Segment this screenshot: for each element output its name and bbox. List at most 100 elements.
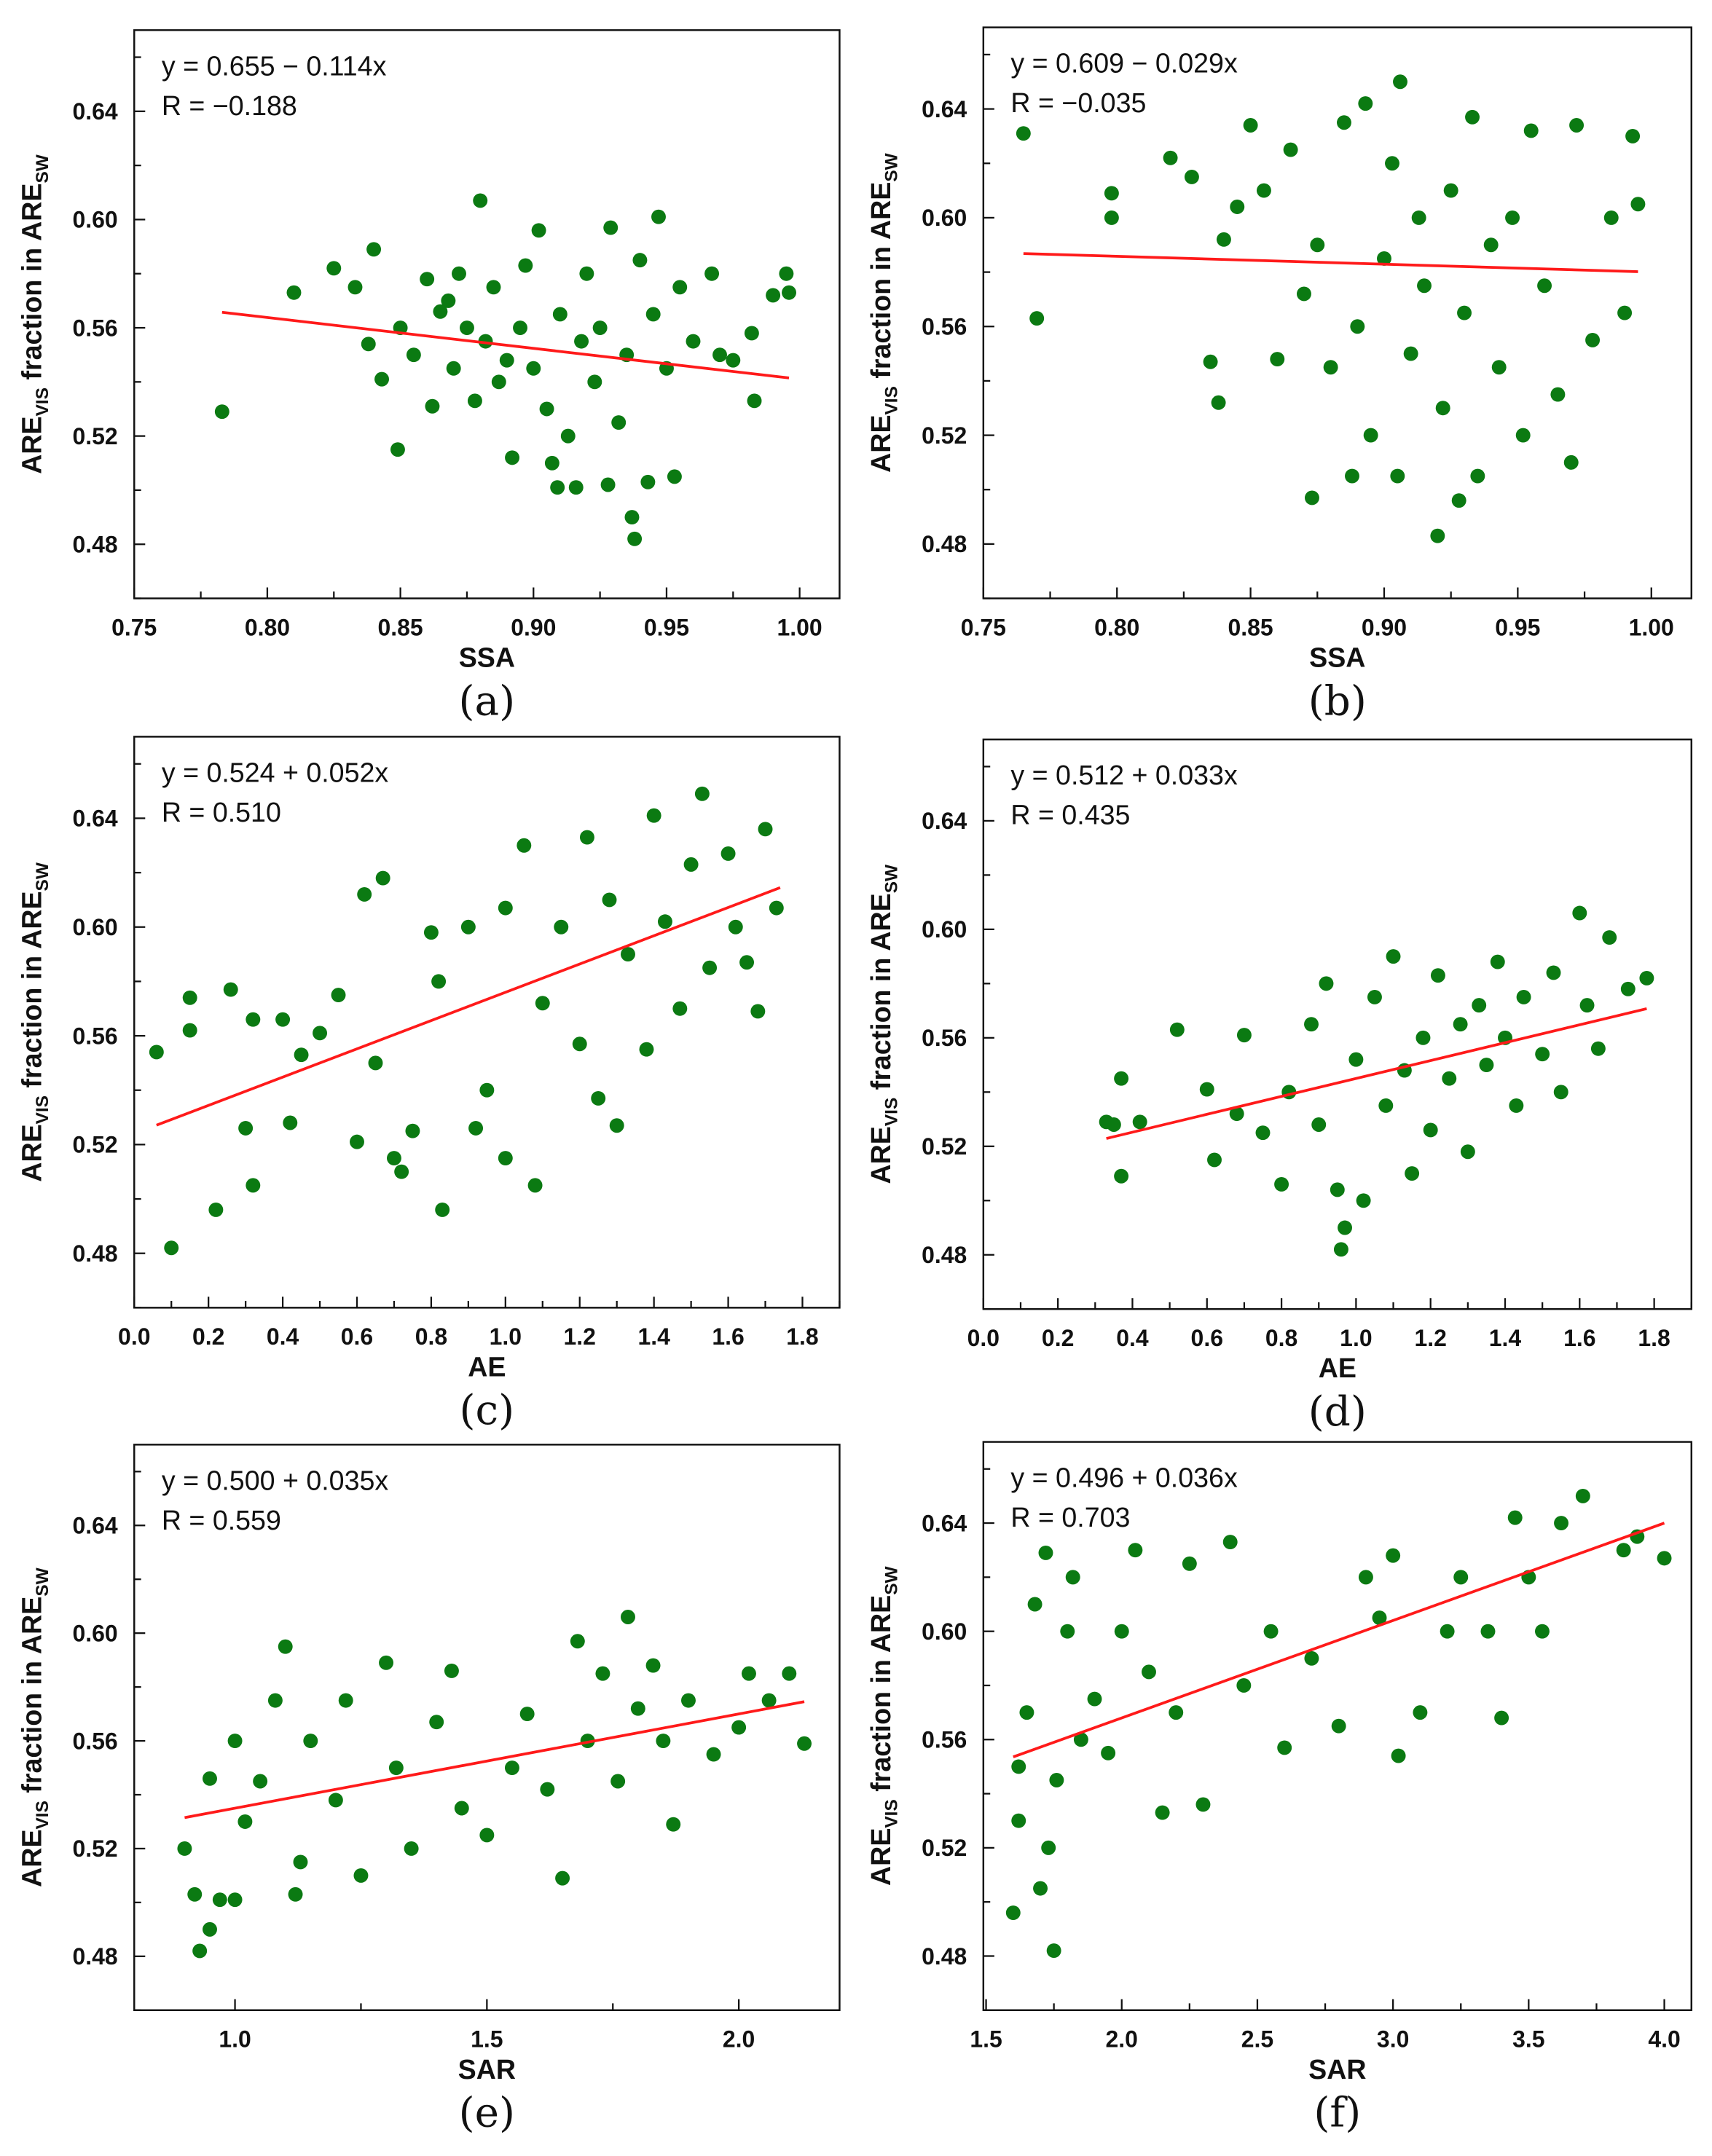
data-point — [1494, 1710, 1509, 1726]
data-point — [1430, 528, 1445, 543]
data-point — [286, 285, 302, 300]
data-point — [1229, 1106, 1244, 1122]
data-point — [1579, 998, 1595, 1013]
data-point — [227, 1892, 243, 1908]
x-tick-label: 0.85 — [378, 614, 423, 640]
data-point — [645, 1658, 661, 1673]
data-point — [326, 261, 342, 276]
y-axis-label: AREVIS fraction in ARESW — [865, 864, 901, 1184]
data-point — [624, 510, 640, 525]
x-tick-label: 4.0 — [1648, 2026, 1680, 2053]
data-point — [1263, 1624, 1279, 1639]
data-point — [758, 822, 773, 837]
x-tick-label: 0.4 — [267, 1323, 299, 1350]
x-tick-label: 1.0 — [219, 2026, 251, 2053]
data-point — [498, 900, 513, 916]
data-point — [433, 304, 448, 319]
y-label-sub-vis: VIS — [33, 1095, 52, 1124]
x-axis-label: AE — [468, 1351, 506, 1382]
data-point — [1563, 455, 1579, 470]
data-point — [1537, 278, 1552, 294]
data-point — [182, 990, 197, 1005]
data-point — [1516, 990, 1531, 1004]
data-point — [187, 1886, 203, 1902]
x-tick-label: 1.4 — [1489, 1325, 1522, 1351]
data-point — [579, 830, 594, 845]
data-point — [1337, 115, 1351, 130]
data-point — [560, 428, 576, 444]
x-tick-label: 0.2 — [192, 1323, 224, 1350]
data-point — [592, 320, 608, 335]
data-point — [544, 455, 559, 471]
data-point — [1211, 395, 1226, 410]
y-label-sub-sw: SW — [33, 1567, 52, 1596]
data-point — [1274, 1176, 1289, 1192]
data-point — [1356, 1193, 1371, 1208]
data-point — [579, 266, 594, 281]
data-point — [591, 1090, 606, 1106]
data-point — [1169, 1022, 1185, 1037]
data-point — [275, 1012, 291, 1027]
panel-f: 0.48 0.52 0.56 0.60 0.64 1.5 2.0 2.5 3.0 3.5 4.0 y … — [865, 1441, 1692, 2137]
data-point — [1304, 1017, 1319, 1032]
data-point — [621, 1610, 635, 1624]
data-point — [294, 1047, 309, 1063]
data-point — [374, 371, 390, 387]
x-tick-label: 0.85 — [1228, 614, 1273, 640]
data-point — [1283, 142, 1298, 157]
data-point — [518, 258, 533, 273]
data-point — [627, 531, 643, 546]
data-point — [639, 1042, 654, 1057]
data-point — [1385, 156, 1399, 171]
data-point — [686, 334, 701, 349]
y-label-sub-vis: VIS — [881, 386, 901, 414]
data-point — [267, 1693, 283, 1708]
x-tick-label: 1.5 — [970, 2026, 1002, 2053]
data-point — [574, 334, 589, 349]
data-point — [386, 1151, 401, 1166]
data-point — [769, 900, 784, 916]
data-point — [1222, 1535, 1238, 1550]
y-tick-label: 0.48 — [73, 1240, 118, 1267]
data-point — [1011, 1813, 1026, 1828]
data-point — [1330, 1182, 1345, 1197]
data-point — [361, 337, 376, 352]
correlation-coefficient: R = −0.188 — [162, 90, 297, 121]
data-point — [379, 1655, 394, 1670]
data-point — [750, 1004, 766, 1019]
data-point — [1509, 1098, 1524, 1113]
data-point — [208, 1203, 224, 1217]
data-point — [706, 1747, 721, 1762]
regression-equation: y = 0.524 + 0.052x — [162, 757, 389, 787]
data-point — [149, 1044, 164, 1060]
x-tick-label: 1.2 — [1414, 1325, 1446, 1351]
data-point — [227, 1734, 243, 1749]
data-point — [238, 1121, 254, 1136]
data-point — [504, 1760, 519, 1775]
regression-equation: y = 0.512 + 0.033x — [1010, 760, 1238, 790]
x-tick-label: 3.0 — [1377, 2026, 1409, 2053]
panel-label: (b) — [1308, 677, 1367, 725]
data-point — [1203, 354, 1218, 369]
data-point — [1065, 1570, 1080, 1585]
data-point — [452, 266, 466, 281]
data-point — [656, 1734, 671, 1749]
data-point — [253, 1774, 268, 1789]
panel-label: (f) — [1314, 2090, 1361, 2137]
y-tick-label: 0.60 — [73, 914, 118, 940]
data-point — [1451, 493, 1466, 508]
y-tick-label: 0.56 — [73, 1023, 118, 1049]
data-point — [353, 1868, 369, 1883]
regression-line — [221, 310, 790, 379]
data-point — [1534, 1624, 1550, 1639]
data-point — [1104, 186, 1119, 201]
data-point — [1033, 1881, 1048, 1896]
data-point — [1027, 1597, 1042, 1612]
data-point — [203, 1921, 217, 1937]
y-tick-label: 0.60 — [73, 207, 118, 233]
data-point — [527, 1178, 543, 1193]
correlation-coefficient: R = −0.035 — [1010, 87, 1146, 118]
data-point — [1515, 428, 1531, 443]
data-point — [1550, 387, 1566, 402]
regression-line — [1023, 252, 1638, 273]
